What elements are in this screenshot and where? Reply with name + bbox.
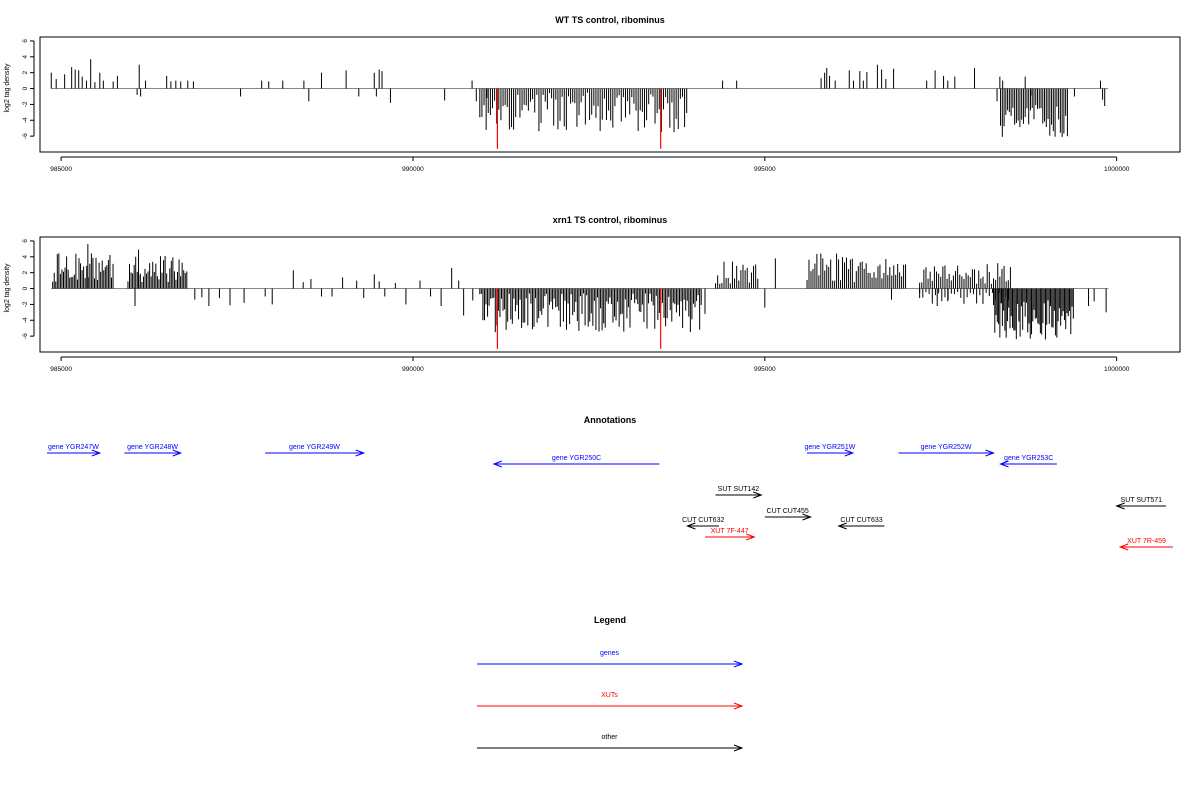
wt-axes: -6 -4 -2 0 2 4 6 985000 990000 995000 1000000	[22, 39, 1130, 173]
xrn1-y-tick-label: 2	[22, 271, 29, 275]
annotation-label: CUT CUT633	[840, 517, 882, 524]
legend-title: Legend	[594, 615, 626, 625]
annotation-arrow	[764, 513, 812, 521]
annotation-arrow	[999, 460, 1057, 468]
xrn1-y-tick-label: 4	[22, 255, 29, 259]
annotation-label: SUT SUT142	[718, 486, 760, 493]
wt-y-tick-label: 2	[22, 71, 29, 75]
annotation-arrow	[807, 449, 855, 457]
legend-label: XUTs	[601, 692, 618, 699]
legend-arrow	[477, 702, 744, 710]
xrn1-y-tick-label: 0	[22, 286, 29, 290]
annotation-label: gene YGR247W	[48, 444, 99, 451]
annotation-arrow	[1118, 543, 1173, 551]
annotation-label: gene YGR251W	[804, 444, 855, 451]
xrn1-y-tick-label: -4	[22, 317, 29, 323]
annotation-label: gene YGR253C	[1004, 455, 1053, 462]
wt-x-tick-label: 990000	[402, 166, 424, 173]
annotation-label: XUT 7F-447	[711, 528, 749, 535]
xrn1-x-tick-label: 1000000	[1104, 366, 1130, 373]
xrn1-x-tick-label: 990000	[402, 366, 424, 373]
annotation-arrow	[265, 449, 366, 457]
xrn1-x-tick-label: 985000	[50, 366, 72, 373]
xrn1-panel-title: xrn1 TS control, ribominus	[553, 215, 668, 225]
wt-panel-title: WT TS control, ribominus	[555, 15, 665, 25]
legend-arrow	[477, 744, 744, 752]
wt-coverage-panel: WT TS control, ribominus log2 tag densit…	[4, 15, 1181, 173]
wt-coverage-bars	[50, 59, 1109, 149]
wt-y-tick-label: -2	[22, 101, 29, 107]
annotation-arrow	[1115, 502, 1166, 510]
wt-x-tick-label: 995000	[754, 166, 776, 173]
wt-y-tick-label: 6	[22, 39, 29, 43]
annotation-label: gene YGR249W	[289, 444, 340, 451]
annotation-arrow	[898, 449, 995, 457]
xrn1-y-tick-label: -6	[22, 333, 29, 339]
xrn1-x-tick-label: 995000	[754, 366, 776, 373]
annotation-label: gene YGR250C	[552, 455, 601, 462]
wt-y-tick-label: 0	[22, 86, 29, 90]
xrn1-coverage-panel: xrn1 TS control, ribominus log2 tag dens…	[4, 215, 1181, 373]
annotation-arrow	[837, 522, 885, 530]
annotation-arrow	[492, 460, 660, 468]
wt-y-axis-label: log2 tag density	[4, 63, 11, 113]
annotation-label: XUT 7R-459	[1127, 538, 1166, 545]
xrn1-y-axis-label: log2 tag density	[4, 263, 11, 313]
annotation-arrow	[47, 449, 102, 457]
legend-label: other	[602, 734, 619, 741]
wt-x-tick-label: 985000	[50, 166, 72, 173]
wt-y-tick-label: -4	[22, 117, 29, 123]
annotation-label: SUT SUT571	[1121, 497, 1163, 504]
xrn1-coverage-bars	[51, 244, 1109, 349]
legend-label: genes	[600, 650, 620, 657]
annotation-track: Annotations gene YGR247W gene YGR248W gene…	[47, 415, 1173, 551]
annotation-arrow	[124, 449, 183, 457]
annotation-label: gene YGR248W	[127, 444, 178, 451]
annotations-title: Annotations	[584, 415, 637, 425]
annotation-label: gene YGR252W	[921, 444, 972, 451]
legend: Legend genes XUTs other	[477, 615, 744, 752]
legend-arrow	[477, 660, 744, 668]
annotation-label: CUT CUT455	[767, 508, 809, 515]
xrn1-plot-frame	[39, 236, 1181, 353]
annotation-arrow	[705, 533, 756, 541]
xrn1-y-tick-label: -2	[22, 301, 29, 307]
wt-x-tick-label: 1000000	[1104, 166, 1130, 173]
wt-y-tick-label: -6	[22, 133, 29, 139]
xrn1-y-tick-label: 6	[22, 239, 29, 243]
wt-plot-frame	[39, 36, 1181, 153]
annotation-arrow	[715, 491, 763, 499]
annotation-arrow	[685, 522, 720, 530]
annotation-label: CUT CUT632	[682, 517, 724, 524]
wt-y-tick-label: 4	[22, 55, 29, 59]
xrn1-axes: -6 -4 -2 0 2 4 6 985000 990000 995000 1000000	[22, 239, 1130, 373]
